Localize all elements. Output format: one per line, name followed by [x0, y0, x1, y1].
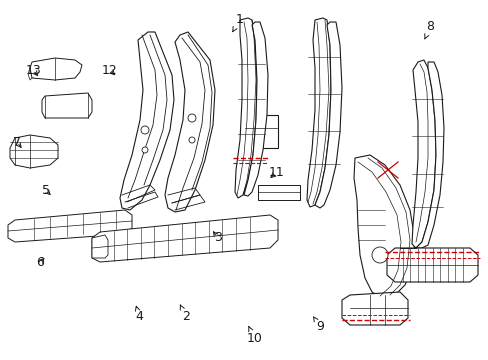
Polygon shape: [386, 248, 477, 282]
Text: 10: 10: [246, 327, 262, 345]
Circle shape: [187, 114, 196, 122]
Text: 3: 3: [213, 231, 221, 244]
Polygon shape: [235, 18, 257, 198]
Polygon shape: [42, 93, 92, 118]
Polygon shape: [244, 22, 267, 196]
Polygon shape: [353, 155, 414, 298]
Text: 5: 5: [42, 184, 50, 197]
Circle shape: [189, 137, 195, 143]
Polygon shape: [164, 32, 215, 212]
Polygon shape: [92, 215, 278, 262]
Polygon shape: [10, 135, 58, 168]
Polygon shape: [314, 22, 341, 208]
Circle shape: [142, 147, 148, 153]
Polygon shape: [120, 32, 174, 210]
Polygon shape: [258, 185, 299, 200]
Text: 2: 2: [180, 305, 189, 323]
Circle shape: [141, 126, 149, 134]
Polygon shape: [306, 18, 330, 207]
Text: 13: 13: [25, 64, 41, 77]
Polygon shape: [411, 60, 435, 248]
Text: 12: 12: [102, 64, 118, 77]
Polygon shape: [244, 115, 278, 148]
Polygon shape: [92, 235, 108, 258]
Text: 11: 11: [268, 166, 284, 179]
Polygon shape: [415, 62, 443, 248]
Text: 7: 7: [13, 136, 21, 149]
Polygon shape: [30, 58, 82, 80]
Polygon shape: [8, 210, 132, 242]
Text: 6: 6: [36, 256, 44, 269]
Text: 9: 9: [313, 317, 324, 333]
Text: 1: 1: [232, 13, 243, 32]
Text: 8: 8: [424, 21, 433, 39]
Circle shape: [371, 247, 387, 263]
Text: 4: 4: [135, 306, 143, 323]
Polygon shape: [341, 292, 407, 325]
